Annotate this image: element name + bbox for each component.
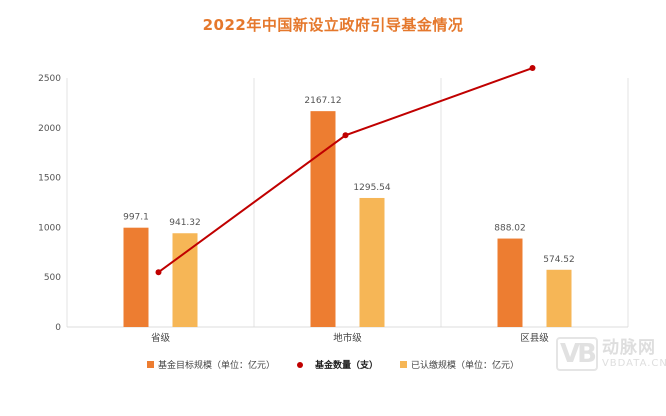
y-tick-label: 2500 [38, 74, 61, 84]
x-category-label: 省级 [151, 332, 171, 344]
data-label: 941.32 [169, 218, 201, 228]
legend-marker-fund-count [296, 361, 303, 368]
bar-target-scale [497, 238, 523, 327]
data-label: 2167.12 [304, 96, 341, 106]
bar-target-scale [310, 111, 336, 327]
y-tick-label: 2000 [38, 124, 61, 134]
label-layer: 省级 地市级 区县级 997.1 2167.12 888.02 941.32 1295.54 5… [123, 96, 575, 344]
line-fund-count [157, 67, 533, 274]
legend-swatch-target-scale [146, 361, 154, 368]
line-point-fund-count [529, 65, 536, 72]
bar-subscribed-scale [172, 233, 198, 327]
data-label: 888.02 [494, 224, 526, 234]
line-point-fund-count [155, 269, 162, 276]
legend-item-fund-count[interactable]: 基金数量（支） [296, 358, 378, 371]
watermark-cn: 动脉网 [601, 338, 656, 358]
bar-layer [123, 111, 572, 327]
legend-label-fund-count: 基金数量（支） [314, 361, 378, 371]
legend-label-target-scale: 基金目标规模（单位：亿元） [157, 361, 275, 371]
data-label: 997.1 [123, 213, 149, 223]
watermark-logo: VB [556, 337, 598, 371]
bar-target-scale [123, 227, 149, 327]
chart-title: 2022年中国新设立政府引导基金情况 [202, 16, 464, 34]
data-label: 574.52 [543, 255, 575, 265]
watermark-en: VBDATA.CN [601, 358, 666, 369]
legend-item-subscribed-scale[interactable]: 已认缴规模（单位：亿元） [400, 358, 519, 371]
legend-swatch-subscribed-scale [400, 361, 407, 368]
y-tick-label: 1000 [38, 223, 61, 233]
line-point-fund-count [342, 132, 349, 139]
x-category-label: 地市级 [333, 332, 362, 344]
y-tick-label: 500 [44, 273, 61, 283]
data-label: 1295.54 [353, 183, 390, 193]
y-tick-label: 1500 [38, 174, 61, 184]
legend-item-target-scale[interactable]: 基金目标规模（单位：亿元） [146, 358, 275, 371]
grid-layer [66, 78, 629, 328]
legend: 基金目标规模（单位：亿元） 基金数量（支） 已认缴规模（单位：亿元） [0, 358, 666, 371]
legend-label-subscribed-scale: 已认缴规模（单位：亿元） [411, 361, 520, 371]
y-axis: 0 500 1000 1500 2000 2500 [38, 74, 61, 333]
bar-subscribed-scale [546, 269, 572, 327]
line-layer [155, 65, 536, 276]
bar-subscribed-scale [359, 197, 385, 327]
y-tick-label: 0 [55, 323, 61, 333]
x-category-label: 区县级 [520, 332, 549, 344]
watermark: VB 动脉网 VBDATA.CN [556, 337, 666, 371]
